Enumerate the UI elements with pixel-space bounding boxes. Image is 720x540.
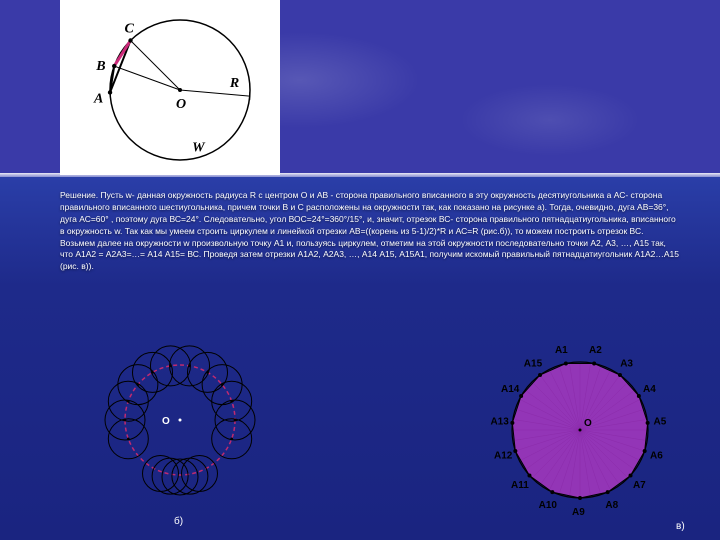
svg-text:C: C	[125, 22, 135, 37]
svg-text:в): в)	[676, 521, 685, 532]
svg-text:А11: А11	[511, 480, 529, 491]
solution-paragraph-1: Решение. Пусть w- данная окружность ради…	[60, 190, 680, 238]
svg-text:B: B	[95, 59, 105, 74]
svg-text:А12: А12	[494, 450, 513, 461]
svg-text:А6: А6	[650, 450, 663, 461]
solution-paragraph-2: Возьмем далее на окружности w произвольн…	[60, 238, 680, 274]
svg-text:O: O	[162, 416, 170, 427]
svg-text:А8: А8	[605, 500, 618, 511]
svg-text:O: O	[176, 97, 186, 112]
diagram-a-svg: C W B R A O	[60, 0, 280, 175]
svg-text:А14: А14	[501, 384, 520, 395]
diagram-c-box: А1 А2 А3 А4 А5 А6 А7 А8 А9 А10 А11 А12 А13 А14 А15 Oв)	[470, 340, 700, 535]
svg-text:А13: А13	[490, 416, 509, 427]
diagram-c-svg: А1 А2 А3 А4 А5 А6 А7 А8 А9 А10 А11 А12 А13 А14 А15 Oв)	[470, 340, 700, 535]
svg-text:А9: А9	[572, 507, 585, 518]
svg-text:А7: А7	[633, 480, 646, 491]
svg-text:А10: А10	[539, 500, 558, 511]
svg-text:А1: А1	[555, 345, 568, 356]
svg-text:А4: А4	[643, 384, 656, 395]
svg-text:A: A	[93, 91, 103, 106]
svg-text:А15: А15	[524, 359, 543, 370]
svg-text:O: O	[584, 418, 592, 429]
diagram-b-box: Oб)	[60, 340, 320, 530]
svg-text:А2: А2	[589, 345, 602, 356]
svg-text:б): б)	[174, 515, 183, 527]
svg-text:А3: А3	[620, 359, 633, 370]
slide-root: C W B R A O Решение. Пусть w- данная окружнос…	[0, 0, 720, 540]
svg-text:R: R	[229, 76, 239, 91]
solution-text-block: Решение. Пусть w- данная окружность ради…	[60, 190, 680, 273]
diagram-a-box: C W B R A O	[60, 0, 280, 175]
diagram-b-svg: Oб)	[60, 340, 320, 530]
svg-text:А5: А5	[654, 416, 667, 427]
svg-text:W: W	[192, 141, 206, 156]
